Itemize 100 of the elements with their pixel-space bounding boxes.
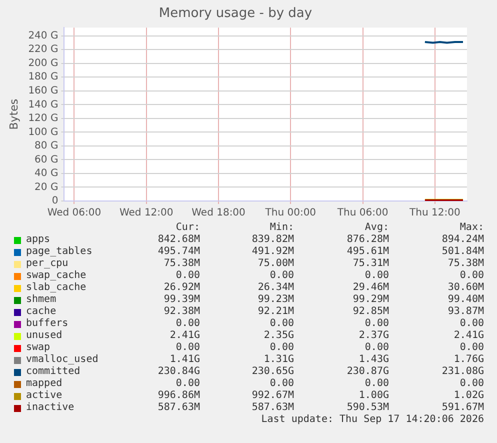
text: 0.00 bbox=[176, 342, 200, 354]
text: 75.00M bbox=[258, 258, 294, 270]
text: 230.84G bbox=[158, 366, 200, 378]
x-tick-label: Wed 06:00 bbox=[47, 208, 102, 219]
text: 495.74M bbox=[158, 246, 200, 258]
text: 591.67M bbox=[442, 402, 484, 414]
text: 992.67M bbox=[252, 390, 294, 402]
text: 92.85M bbox=[352, 306, 389, 318]
y-axis-title: Bytes bbox=[7, 98, 20, 130]
legend-label: inactive bbox=[26, 402, 74, 414]
legend-label: per_cpu bbox=[26, 258, 68, 270]
text: 99.29M bbox=[352, 294, 389, 306]
legend-label: active bbox=[26, 390, 62, 402]
legend-label: buffers bbox=[26, 318, 68, 330]
y-tick-label: 140 G bbox=[28, 99, 58, 110]
x-tick-label: Thu 00:00 bbox=[264, 208, 316, 219]
text: 495.61M bbox=[346, 246, 389, 258]
text: Avg: bbox=[364, 222, 389, 234]
text: 501.84M bbox=[442, 246, 484, 258]
text: 231.08G bbox=[442, 366, 484, 378]
text: 0.00 bbox=[364, 318, 389, 330]
y-tick-label: 80 G bbox=[34, 140, 58, 152]
text: 0.00 bbox=[270, 270, 294, 282]
text: 0.00 bbox=[460, 270, 484, 282]
text: 0.00 bbox=[460, 378, 484, 390]
x-tick-label: Wed 18:00 bbox=[192, 208, 246, 219]
text: 1.41G bbox=[170, 354, 200, 366]
text: 99.23M bbox=[258, 294, 294, 306]
text: 587.63M bbox=[158, 402, 200, 414]
text: 2.41G bbox=[454, 330, 484, 342]
text: 99.39M bbox=[164, 294, 200, 306]
legend-label: unused bbox=[26, 330, 62, 342]
text: 29.46M bbox=[352, 282, 389, 294]
legend-label: vmalloc_used bbox=[26, 354, 98, 366]
text: Cur: bbox=[176, 222, 200, 234]
text: 30.60M bbox=[448, 282, 484, 294]
text: 1.76G bbox=[454, 354, 484, 366]
legend-label: swap bbox=[26, 342, 50, 354]
y-tick-label: 160 G bbox=[28, 86, 58, 96]
text: 0.00 bbox=[460, 342, 484, 354]
legend-label: apps bbox=[26, 234, 50, 246]
text: 92.38M bbox=[164, 306, 200, 318]
text: 894.24M bbox=[442, 234, 484, 246]
text: 92.21M bbox=[258, 306, 294, 318]
text: 0.00 bbox=[364, 270, 389, 282]
text: Min: bbox=[270, 222, 294, 234]
text: 1.02G bbox=[454, 390, 484, 402]
text: 996.86M bbox=[158, 390, 200, 402]
text: 0.00 bbox=[176, 270, 200, 282]
text: 1.31G bbox=[264, 354, 294, 366]
text: 75.38M bbox=[448, 258, 484, 270]
chart-title: Memory usage - by day bbox=[158, 6, 312, 22]
text: 0.00 bbox=[270, 378, 294, 390]
text: 2.35G bbox=[264, 330, 294, 342]
y-tick-label: 200 G bbox=[28, 58, 58, 69]
y-tick-label: 60 G bbox=[34, 154, 58, 166]
text: 26.92M bbox=[164, 282, 200, 294]
legend-label: mapped bbox=[26, 378, 62, 390]
legend-label: shmem bbox=[26, 294, 56, 306]
text: 0.00 bbox=[176, 378, 200, 390]
text: 2.37G bbox=[358, 330, 389, 342]
x-tick-label: Thu 06:00 bbox=[336, 208, 388, 219]
y-tick-label: 0 bbox=[52, 196, 58, 207]
text: Last update: Thu Sep 17 14:20:06 2026 bbox=[261, 414, 484, 426]
text: Max: bbox=[460, 222, 484, 234]
text: 75.31M bbox=[352, 258, 389, 270]
text: 0.00 bbox=[460, 318, 484, 330]
text: 26.34M bbox=[258, 282, 294, 294]
text: 839.82M bbox=[252, 234, 294, 246]
x-tick-label: Wed 12:00 bbox=[119, 208, 174, 219]
text: 0.00 bbox=[270, 318, 294, 330]
text: 230.87G bbox=[346, 366, 389, 378]
y-tick-label: 120 G bbox=[28, 113, 58, 124]
y-tick-label: 220 G bbox=[28, 44, 58, 56]
y-tick-label: 40 G bbox=[34, 168, 58, 180]
y-tick-label: 180 G bbox=[28, 72, 58, 83]
text: 590.53M bbox=[346, 402, 389, 414]
text: 1.00G bbox=[358, 390, 389, 402]
text: 876.28M bbox=[346, 234, 389, 246]
y-tick-label: 20 G bbox=[34, 182, 58, 193]
text: 0.00 bbox=[364, 342, 389, 354]
legend-label: page_tables bbox=[26, 246, 92, 258]
text: 587.63M bbox=[252, 402, 294, 414]
y-tick-label: 100 G bbox=[28, 126, 58, 138]
text: 0.00 bbox=[270, 342, 294, 354]
x-tick-label: Thu 12:00 bbox=[408, 208, 460, 219]
text: 230.65G bbox=[252, 366, 294, 378]
text: 0.00 bbox=[364, 378, 389, 390]
legend-label: swap_cache bbox=[26, 270, 86, 282]
text: 1.43G bbox=[358, 354, 389, 366]
text: 0.00 bbox=[176, 318, 200, 330]
legend-label: slab_cache bbox=[26, 282, 86, 294]
text: 99.40M bbox=[448, 294, 484, 306]
legend-label: committed bbox=[26, 366, 80, 378]
text: 75.38M bbox=[164, 258, 200, 270]
text: 2.41G bbox=[170, 330, 200, 342]
text: 93.87M bbox=[448, 306, 484, 318]
y-tick-label: 240 G bbox=[28, 30, 58, 42]
text: 491.92M bbox=[252, 246, 294, 258]
legend-label: cache bbox=[26, 306, 56, 318]
